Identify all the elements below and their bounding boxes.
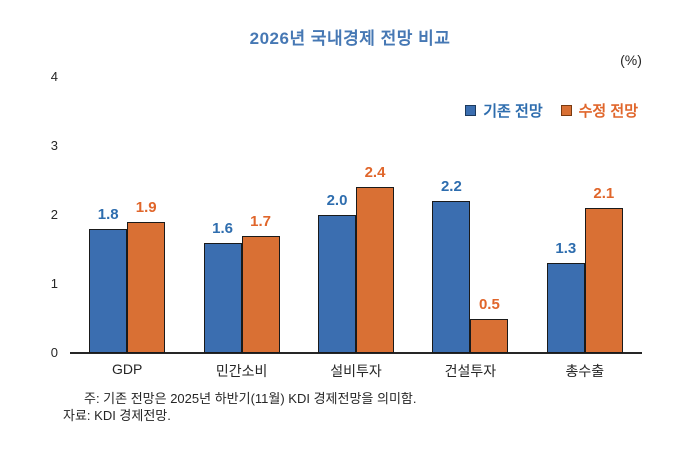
legend-label-revised-forecast: 수정 전망 bbox=[578, 103, 638, 120]
bar-revised-총수출 bbox=[584, 208, 623, 353]
x-axis-category-label: 민간소비 bbox=[215, 363, 268, 379]
bar-existing-총수출 bbox=[546, 263, 585, 353]
legend-item-existing-forecast: 기존 전망 bbox=[465, 100, 543, 121]
bar-value-label: 0.5 bbox=[478, 295, 500, 313]
bar-value-label: 2.1 bbox=[593, 185, 615, 203]
bar-revised-민간소비 bbox=[241, 235, 280, 353]
x-axis-category-label: GDP bbox=[112, 361, 143, 377]
bar-value-label: 1.7 bbox=[250, 212, 272, 230]
y-axis-tick-label: 3 bbox=[50, 138, 58, 153]
bar-existing-GDP bbox=[89, 228, 128, 353]
legend-swatch-blue-icon bbox=[465, 105, 477, 116]
y-axis-unit-label: (%) bbox=[620, 52, 642, 68]
y-axis-tick-label: 4 bbox=[50, 69, 58, 84]
x-axis-category-label: 건설투자 bbox=[444, 363, 497, 379]
bar-value-label: 1.3 bbox=[555, 240, 577, 258]
x-axis-line bbox=[70, 352, 642, 354]
x-axis-category-label: 설비투자 bbox=[330, 363, 382, 379]
footnote-note: 주: 기존 전망은 2025년 하반기(11월) KDI 경제전망을 의미함. bbox=[84, 391, 417, 406]
chart-legend: 기존 전망 수정 전망 bbox=[465, 100, 638, 121]
x-axis-category-label: 총수출 bbox=[565, 363, 605, 379]
bar-value-label: 1.8 bbox=[97, 205, 119, 223]
y-axis-tick-label: 0 bbox=[50, 345, 58, 360]
bar-existing-민간소비 bbox=[203, 242, 242, 353]
bar-revised-건설투자 bbox=[470, 318, 509, 353]
bar-value-label: 2.2 bbox=[440, 178, 462, 196]
bar-existing-설비투자 bbox=[318, 215, 356, 353]
bar-revised-GDP bbox=[127, 221, 166, 353]
legend-label-existing-forecast: 기존 전망 bbox=[483, 103, 543, 120]
footnote-source: 자료: KDI 경제전망. bbox=[63, 408, 171, 423]
bar-value-label: 2.0 bbox=[326, 192, 348, 209]
bar-value-label: 1.6 bbox=[212, 219, 234, 237]
y-axis-tick-label: 2 bbox=[50, 207, 58, 222]
bar-value-label: 1.9 bbox=[135, 198, 157, 216]
bar-revised-설비투자 bbox=[356, 187, 394, 353]
legend-swatch-orange-icon bbox=[560, 105, 572, 116]
chart-title: 2026년 국내경제 전망 비교 bbox=[249, 29, 451, 48]
y-axis-tick-label: 1 bbox=[50, 276, 58, 291]
bar-value-label: 2.4 bbox=[364, 164, 386, 182]
bar-existing-건설투자 bbox=[432, 201, 471, 353]
legend-item-revised-forecast: 수정 전망 bbox=[560, 100, 638, 121]
